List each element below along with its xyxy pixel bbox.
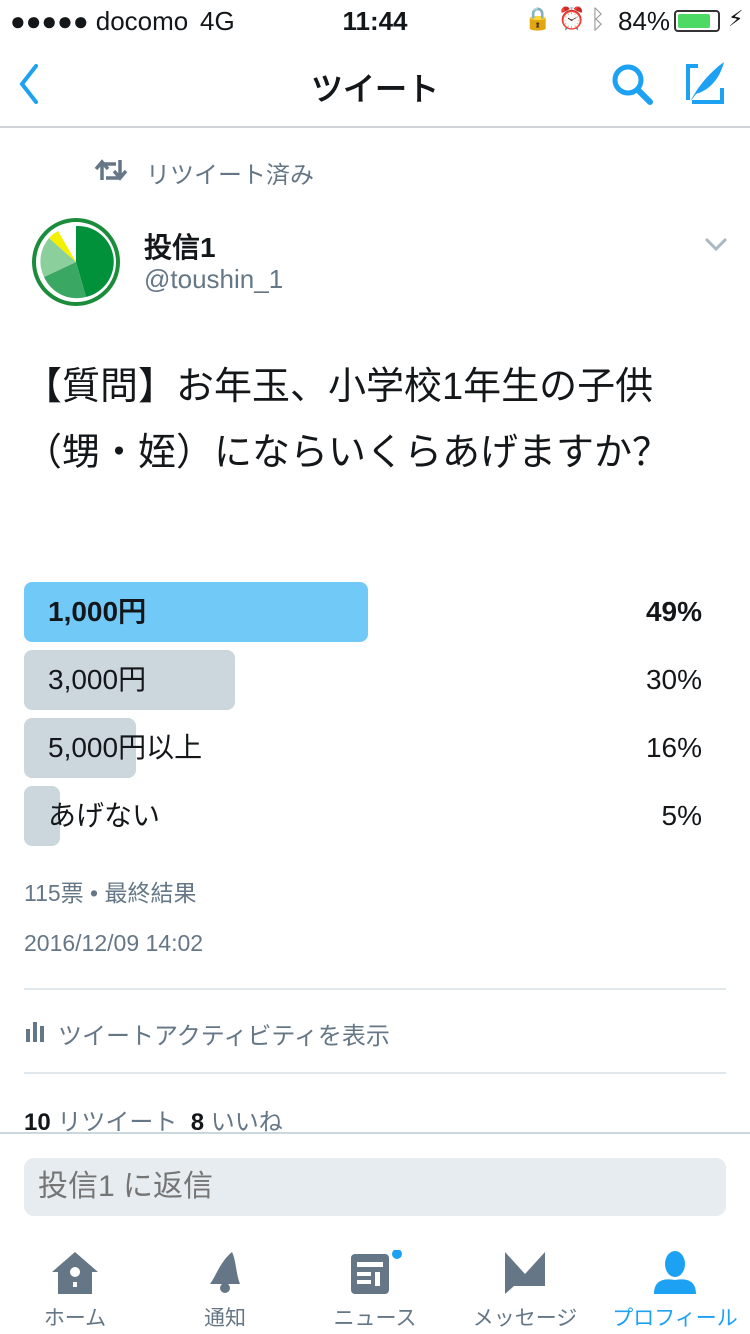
tab-label: ホーム — [43, 1307, 107, 1330]
tab-messages[interactable]: メッセージ — [450, 1250, 600, 1330]
analytics-icon — [26, 1022, 44, 1042]
charging-icon: ⚡ — [728, 6, 744, 31]
battery-icon — [674, 10, 720, 32]
status-bar: ●●●●● docomo 4G 11:44 🔒 ⏰ ᛒ 84% ⚡ — [0, 0, 750, 40]
poll-option-label: 5,000円以上 — [48, 732, 203, 763]
author-handle[interactable]: @toushin_1 — [144, 264, 284, 294]
divider — [24, 988, 726, 990]
tweet-text: 【質問】お年玉、小学校1年生の子供（甥・姪）にならいくらあげますか？ — [24, 366, 671, 474]
like-count[interactable]: 8 — [190, 1109, 205, 1136]
news-icon — [351, 1249, 402, 1294]
timestamp: 2016/12/09 14:02 — [24, 930, 204, 956]
poll-option-percent: 30% — [645, 664, 702, 695]
divider — [0, 1132, 750, 1134]
poll-bar — [24, 718, 137, 778]
alarm-icon: ⏰ — [558, 6, 586, 31]
poll-bar — [24, 786, 60, 846]
poll-option-label: 3,000円 — [48, 664, 147, 695]
battery-percent: 84% — [618, 6, 671, 36]
tab-label: メッセージ — [472, 1307, 578, 1330]
person-icon — [654, 1251, 696, 1294]
search-icon[interactable] — [608, 60, 656, 108]
tab-notifications[interactable]: 通知 — [150, 1250, 300, 1330]
poll-option-percent: 49% — [645, 596, 702, 627]
page-title: ツイート — [310, 71, 439, 107]
chevron-down-icon[interactable] — [704, 236, 728, 252]
poll-option-percent: 5% — [661, 800, 702, 831]
nav-bar: ツイート — [0, 40, 750, 128]
carrier: ●●●●● docomo — [10, 6, 189, 36]
envelope-icon — [505, 1252, 545, 1294]
clock: 11:44 — [342, 6, 408, 36]
tab-profile[interactable]: プロフィール — [600, 1250, 750, 1330]
poll-bar — [24, 582, 369, 642]
poll-bar — [24, 650, 235, 710]
reply-input[interactable] — [24, 1158, 726, 1216]
poll-summary: 115票 • 最終結果 — [24, 880, 197, 906]
tab-label: 通知 — [204, 1307, 246, 1330]
retweet-icon — [94, 159, 128, 181]
retweet-context: リツイート済み — [146, 162, 314, 189]
tab-label: プロフィール — [612, 1307, 738, 1330]
tweet-activity-link[interactable]: ツイートアクティビティを表示 — [58, 1023, 390, 1050]
retweet-label[interactable]: リツイート — [57, 1109, 178, 1136]
tab-home[interactable]: ホーム — [0, 1250, 150, 1330]
network: 4G — [200, 6, 235, 36]
chevron-left-icon[interactable] — [14, 62, 44, 106]
author-name[interactable]: 投信1 — [144, 232, 216, 263]
compose-icon[interactable] — [682, 58, 730, 108]
bell-icon — [210, 1252, 240, 1293]
rotation-lock-icon: 🔒 — [524, 6, 552, 31]
divider — [24, 1072, 726, 1074]
retweet-count[interactable]: 10 — [24, 1109, 51, 1136]
home-icon — [52, 1252, 98, 1294]
tab-news[interactable]: ニュース — [300, 1249, 450, 1330]
engagement-stats: 10 リツイート 8 いいね — [24, 1102, 283, 1137]
tab-label: ニュース — [333, 1307, 417, 1330]
unread-badge — [392, 1249, 402, 1259]
poll-option-label: 1,000円 — [48, 596, 147, 627]
avatar[interactable] — [32, 218, 120, 306]
bluetooth-icon: ᛒ — [590, 4, 606, 34]
poll-option-label: あげない — [48, 800, 161, 831]
poll-option-percent: 16% — [645, 732, 702, 763]
like-label[interactable]: いいね — [210, 1109, 283, 1136]
